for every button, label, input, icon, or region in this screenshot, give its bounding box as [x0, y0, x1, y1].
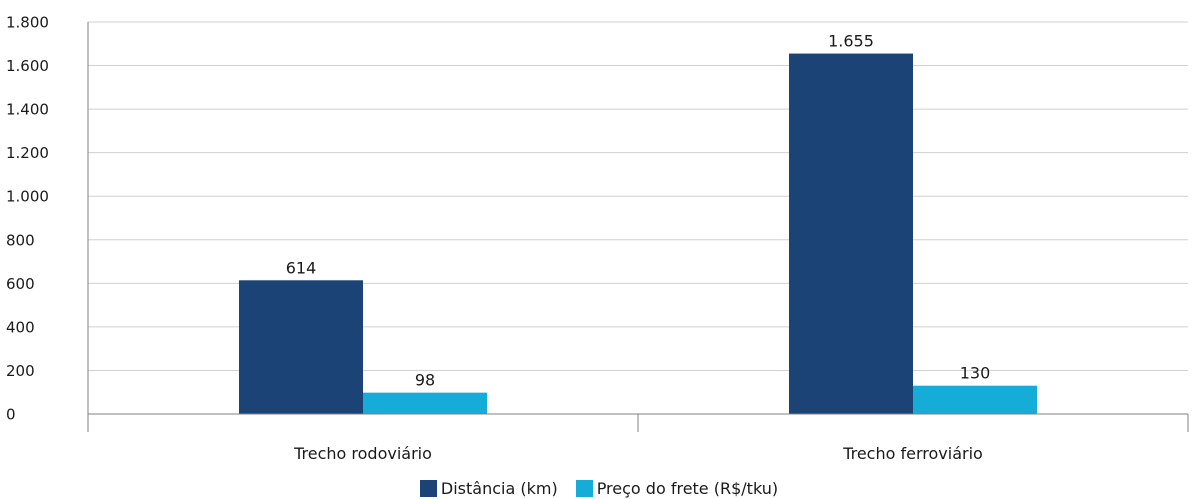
- bar-data-label: 1.655: [828, 32, 874, 51]
- y-axis-tick-labels: 0 200 400 600 800 1.000 1.200 1.400 1.600 1.800: [6, 14, 49, 424]
- y-tick-label: 0: [6, 406, 16, 424]
- legend-label-series-1: Preço do frete (R$/tku): [596, 478, 779, 498]
- y-tick-label: 1.800: [6, 14, 49, 32]
- legend-swatch-series-1: [575, 479, 593, 497]
- bar: [789, 53, 913, 414]
- x-category-label: Trecho rodoviário: [293, 444, 432, 463]
- bar-data-labels: 614 98 1.655 130: [286, 32, 991, 390]
- bar-data-label: 130: [960, 364, 991, 383]
- bar: [239, 280, 363, 414]
- bars: [239, 53, 1037, 414]
- legend-item-series-0: Distância (km): [419, 478, 558, 498]
- y-tick-label: 1.200: [6, 144, 49, 162]
- x-category-label: Trecho ferroviário: [842, 444, 983, 463]
- y-tick-label: 1.000: [6, 188, 49, 206]
- bar: [363, 392, 487, 414]
- legend-label-series-0: Distância (km): [440, 478, 558, 498]
- y-tick-label: 400: [6, 318, 35, 336]
- bar-chart: 0 200 400 600 800 1.000 1.200 1.400 1.600 1.800 6…: [6, 14, 1189, 463]
- y-tick-label: 1.600: [6, 57, 49, 75]
- y-tick-label: 200: [6, 362, 35, 380]
- y-tick-label: 800: [6, 231, 35, 249]
- bar-data-label: 614: [286, 258, 317, 277]
- y-tick-label: 1.400: [6, 101, 49, 119]
- bar: [913, 385, 1037, 414]
- bar-data-label: 98: [415, 371, 435, 390]
- legend-swatch-series-0: [419, 479, 437, 497]
- x-axis-category-labels: Trecho rodoviário Trecho ferroviário: [293, 444, 983, 463]
- legend: Distância (km) Preço do frete (R$/tku): [0, 478, 1198, 498]
- legend-item-series-1: Preço do frete (R$/tku): [575, 478, 779, 498]
- axes: [87, 22, 1189, 432]
- y-tick-label: 600: [6, 275, 35, 293]
